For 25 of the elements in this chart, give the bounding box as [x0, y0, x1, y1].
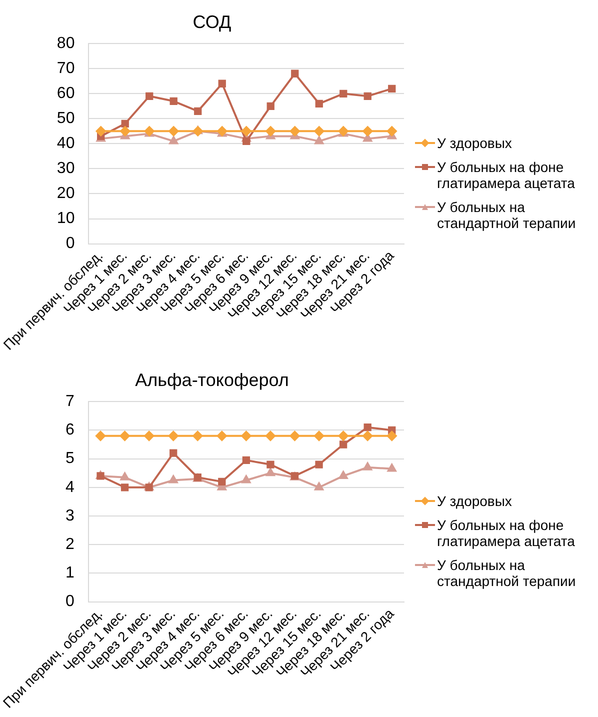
- y-tick-label: 70: [56, 60, 75, 78]
- y-tick-label: 60: [56, 85, 75, 102]
- legend-label: У больных на фоне глатирамера ацетата: [437, 517, 576, 549]
- legend-label: У больных на стандартной терапии: [437, 557, 577, 589]
- y-tick-label: 2: [65, 536, 74, 554]
- y-tick-label: 3: [65, 507, 74, 524]
- chart-title: Альфа-токоферол: [135, 370, 289, 390]
- legend-label: У здоровых: [437, 493, 512, 509]
- legend-label: У больных на фоне глатирамера ацетата: [437, 159, 576, 191]
- y-tick-label: 0: [66, 235, 75, 252]
- y-tick-label: 80: [56, 35, 75, 52]
- legend-label: У здоровых: [437, 135, 512, 151]
- y-tick-label: 20: [56, 185, 75, 202]
- chart-title: СОД: [192, 12, 232, 32]
- y-tick-label: 30: [56, 160, 75, 178]
- y-tick-label: 1: [65, 564, 74, 582]
- legend-label: У больных на стандартной терапии: [437, 199, 577, 231]
- y-tick-label: 10: [56, 210, 75, 228]
- y-tick-label: 7: [65, 393, 74, 410]
- y-tick-label: 6: [65, 422, 74, 439]
- y-tick-label: 4: [65, 478, 74, 496]
- y-tick-label: 40: [56, 135, 75, 152]
- y-tick-label: 5: [65, 450, 74, 468]
- y-tick-label: 50: [56, 110, 75, 128]
- y-tick-label: 0: [65, 593, 74, 610]
